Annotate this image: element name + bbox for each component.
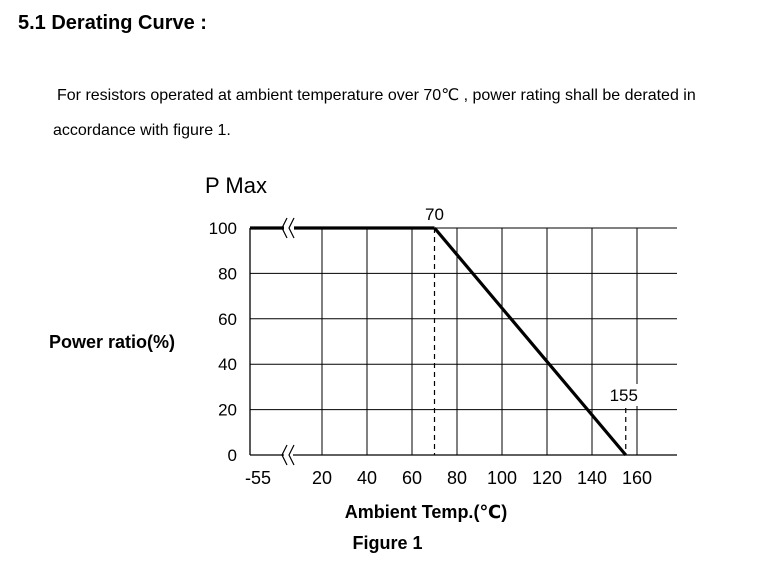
y-tick-label: 100 [209, 219, 237, 238]
section-heading: 5.1 Derating Curve : [18, 12, 207, 34]
axis-break-bottom [281, 444, 288, 466]
chart-series [250, 226, 627, 457]
description-line-2: accordance with figure 1. [53, 122, 231, 139]
y-tick-label: 20 [218, 401, 237, 420]
chart-labels: P Max Power ratio(%) Ambient Temp.(℃) 0 2… [49, 173, 652, 522]
x-tick-label: 120 [532, 468, 562, 488]
x-tick-label: 80 [447, 468, 467, 488]
annotation-label: 155 [610, 386, 638, 405]
x-tick-label: 140 [577, 468, 607, 488]
x-tick-label: 40 [357, 468, 377, 488]
y-tick-label: 0 [228, 446, 237, 465]
x-tick-label: 20 [312, 468, 332, 488]
y-tick-label: 40 [218, 355, 237, 374]
axis-break-top [288, 217, 295, 239]
axis-break-bottom [288, 444, 295, 466]
annotation-label: 70 [425, 205, 444, 224]
chart-grid [249, 217, 677, 466]
figure-caption: Figure 1 [352, 533, 423, 553]
y-tick-label: 80 [218, 264, 237, 283]
x-tick-label: 160 [622, 468, 652, 488]
y-tick-label: 60 [218, 310, 237, 329]
x-tick-label: -55 [245, 468, 271, 488]
series-segment [433, 226, 627, 457]
x-tick-label: 100 [487, 468, 517, 488]
x-tick-label: 60 [402, 468, 422, 488]
description-line-1: For resistors operated at ambient temper… [57, 87, 696, 104]
x-axis-label: Ambient Temp.(℃) [345, 502, 507, 522]
chart-title: P Max [205, 173, 267, 198]
annotation-label-bg [603, 384, 646, 406]
y-axis-label: Power ratio(%) [49, 332, 175, 352]
description-paragraph: For resistors operated at ambient temper… [53, 78, 773, 148]
